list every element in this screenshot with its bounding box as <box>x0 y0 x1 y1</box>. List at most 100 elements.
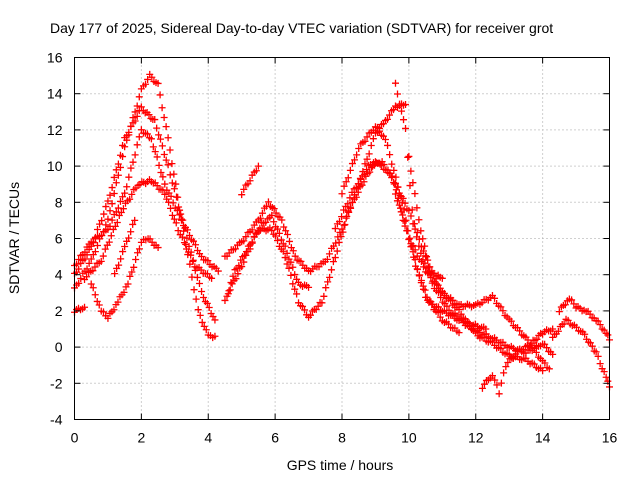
data-point <box>396 100 404 108</box>
data-point <box>445 320 453 328</box>
data-point <box>272 209 280 217</box>
data-point <box>130 263 138 271</box>
data-point <box>433 280 441 288</box>
data-point <box>172 219 180 227</box>
data-point <box>420 263 428 271</box>
data-point <box>397 204 405 212</box>
data-point <box>305 283 313 291</box>
data-point <box>168 179 176 187</box>
data-point <box>399 216 407 224</box>
series-track-14 <box>392 79 547 375</box>
data-point <box>482 325 490 333</box>
data-point <box>115 261 123 269</box>
data-point <box>488 372 496 380</box>
series-track-8 <box>221 211 313 304</box>
data-point <box>97 257 105 265</box>
data-point <box>83 265 91 273</box>
data-point <box>105 238 113 246</box>
data-point <box>572 323 580 331</box>
data-point <box>447 297 455 305</box>
data-point <box>131 117 139 125</box>
data-point <box>93 297 101 305</box>
data-point <box>98 231 106 239</box>
data-point <box>549 350 557 358</box>
data-point <box>242 251 250 259</box>
y-tick-label: 14 <box>47 86 63 102</box>
data-point <box>363 155 371 163</box>
data-point <box>289 247 297 255</box>
data-point <box>204 257 212 265</box>
data-point <box>581 330 589 338</box>
x-tick-label: 10 <box>401 430 417 446</box>
data-point <box>353 151 361 159</box>
x-tick-label: 4 <box>204 430 212 446</box>
data-point <box>159 186 167 194</box>
data-point <box>413 233 421 241</box>
data-point <box>413 204 421 212</box>
data-point <box>110 189 118 197</box>
data-point <box>268 211 276 219</box>
data-point <box>560 320 568 328</box>
data-point <box>390 180 398 188</box>
data-point <box>404 153 412 161</box>
data-point <box>407 167 415 175</box>
data-point <box>401 222 409 230</box>
y-tick-label: 4 <box>55 267 63 283</box>
data-point <box>116 164 124 172</box>
data-point <box>131 151 139 159</box>
data-point <box>326 273 334 281</box>
data-point <box>421 259 429 267</box>
data-point <box>419 282 427 290</box>
y-tick-label: 12 <box>47 122 63 138</box>
data-point <box>131 108 139 116</box>
data-point <box>415 216 423 224</box>
data-point <box>381 135 389 143</box>
data-point <box>293 290 301 298</box>
data-point <box>354 188 362 196</box>
data-point <box>282 227 290 235</box>
data-point <box>155 131 163 139</box>
data-point <box>87 280 95 288</box>
data-point <box>297 257 305 265</box>
data-point <box>240 258 248 266</box>
data-point <box>543 344 551 352</box>
data-point <box>274 236 282 244</box>
y-tick-label: 0 <box>55 339 63 355</box>
data-point <box>410 253 418 261</box>
data-point <box>604 331 612 339</box>
data-point <box>145 111 153 119</box>
data-point <box>352 193 360 201</box>
data-point <box>301 306 309 314</box>
data-point <box>162 123 170 131</box>
data-point <box>155 161 163 169</box>
data-point <box>329 258 337 266</box>
data-point <box>314 302 322 310</box>
data-point <box>398 107 406 115</box>
data-point <box>108 184 116 192</box>
data-point <box>89 267 97 275</box>
data-point <box>126 272 134 280</box>
data-point <box>340 206 348 214</box>
data-point <box>402 124 410 132</box>
data-point <box>117 209 125 217</box>
data-point <box>93 242 101 250</box>
data-point <box>186 231 194 239</box>
data-point <box>375 127 383 135</box>
data-point <box>119 248 127 256</box>
data-point <box>436 313 444 321</box>
x-axis-title: GPS time / hours <box>287 457 394 473</box>
data-point <box>128 190 136 198</box>
data-point <box>392 179 399 187</box>
data-point <box>596 321 604 329</box>
y-axis-title: SDTVAR / TECUs <box>6 182 22 294</box>
data-point <box>331 225 339 233</box>
data-point <box>248 226 256 234</box>
data-point <box>291 252 299 260</box>
data-point <box>428 279 436 287</box>
series-track-6 <box>87 235 162 322</box>
data-point <box>142 80 150 88</box>
data-point <box>491 376 499 384</box>
data-point <box>417 258 425 266</box>
data-point <box>341 221 349 229</box>
x-tick-label: 12 <box>468 430 484 446</box>
